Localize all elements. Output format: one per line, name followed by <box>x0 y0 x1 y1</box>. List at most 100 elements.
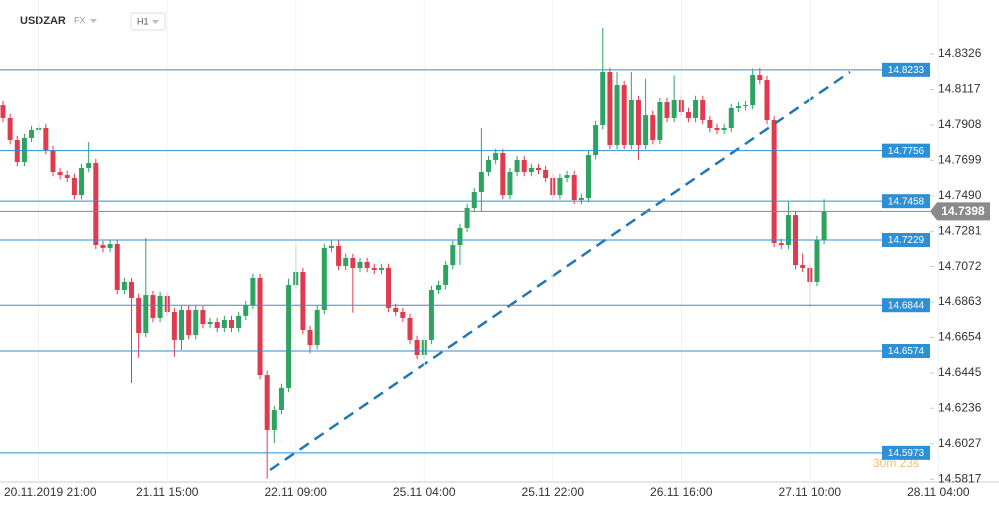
candle-body <box>364 262 370 268</box>
candle-body <box>821 211 827 240</box>
candle-body <box>57 172 63 176</box>
candle-body <box>321 247 327 310</box>
candle-body <box>328 245 334 248</box>
candle-body <box>778 243 784 246</box>
candle-body <box>236 315 242 328</box>
candle-body <box>528 167 534 173</box>
candle-body <box>21 137 27 163</box>
candle-body <box>500 153 506 196</box>
level-label: 14.7756 <box>888 146 925 157</box>
candle-body <box>493 153 499 160</box>
candle-body <box>71 177 77 196</box>
candle-body <box>543 169 549 178</box>
candle-body <box>436 285 442 290</box>
symbol-dropdown[interactable] <box>90 19 97 23</box>
candle-body <box>257 277 263 376</box>
candle-body <box>507 172 513 196</box>
candle-body <box>207 322 213 325</box>
candle-body <box>643 115 649 146</box>
y-tick-label: 14.7281 <box>938 223 982 237</box>
level-label: 14.6574 <box>888 346 925 357</box>
candle-body <box>607 72 613 146</box>
candle-body <box>650 115 656 140</box>
candle-body <box>764 79 770 120</box>
candle-body <box>386 267 392 308</box>
candle-body <box>478 172 484 193</box>
y-tick-label: 14.6027 <box>938 436 982 450</box>
y-tick-label: 14.6445 <box>938 365 982 379</box>
candle-body <box>700 99 706 120</box>
candle-body <box>635 99 641 146</box>
candle-body <box>757 75 763 80</box>
y-tick-label: 14.7490 <box>938 188 982 202</box>
candle-body <box>628 99 634 146</box>
x-tick-label: 21.11 15:00 <box>136 485 199 499</box>
candle-body <box>536 167 541 170</box>
candle-body <box>300 272 306 330</box>
candle-body <box>407 317 413 340</box>
level-label-box <box>882 298 930 313</box>
candle-body <box>243 305 249 316</box>
candle-body <box>743 105 749 107</box>
candle-body <box>443 265 449 286</box>
interval-dropdown[interactable] <box>152 20 159 24</box>
candle-body <box>671 99 677 118</box>
level-label: 14.8233 <box>888 65 925 76</box>
candle-body <box>614 85 620 146</box>
candle-body <box>107 244 113 248</box>
level-label-box <box>882 445 930 460</box>
candle-body <box>93 163 99 246</box>
level-label: 14.7458 <box>888 196 925 207</box>
y-tick-label: 14.7072 <box>938 259 982 273</box>
candle-body <box>114 244 120 290</box>
candle-body <box>514 159 520 173</box>
level-label-box <box>882 143 930 158</box>
candle-body <box>728 107 734 128</box>
candle-body <box>785 215 791 246</box>
x-tick-label: 25.11 22:00 <box>522 485 585 499</box>
candle-body <box>278 387 284 410</box>
candle-body <box>214 322 220 328</box>
candle-body <box>585 155 591 198</box>
symbol[interactable]: USDZAR <box>20 15 66 27</box>
candle-body <box>29 129 35 138</box>
candle-body <box>564 175 570 178</box>
y-tick-label: 14.5817 <box>938 471 982 485</box>
level-label: 14.7229 <box>888 235 925 246</box>
candle-body <box>143 295 149 334</box>
candle-body <box>79 167 85 196</box>
level-label-box <box>882 62 930 77</box>
interval[interactable]: H1 <box>137 16 149 26</box>
candle-body <box>357 262 363 268</box>
x-tick-label: 20.11.2019 21:00 <box>4 485 97 499</box>
x-tick-label: 27.11 10:00 <box>779 485 842 499</box>
level-label: 14.6844 <box>888 300 925 311</box>
candle-body <box>414 339 420 356</box>
y-tick-label: 14.6236 <box>938 400 982 414</box>
interval-box[interactable] <box>130 12 166 31</box>
candle-body <box>371 267 377 270</box>
candle-body <box>171 312 177 340</box>
candle-body <box>136 297 142 334</box>
candle-body <box>7 117 13 140</box>
candle-body <box>750 75 756 106</box>
candle-body <box>471 192 477 208</box>
candle-body <box>393 307 399 313</box>
candle-body <box>428 289 434 340</box>
candle-body <box>464 207 470 228</box>
candle-body <box>400 312 406 318</box>
candle-body <box>593 125 599 156</box>
candle-body <box>457 227 463 246</box>
last-price-label: 14.7398 <box>941 204 985 218</box>
candle-body <box>621 85 627 146</box>
candle-body <box>150 295 156 318</box>
candle-body <box>557 177 563 196</box>
candle-body <box>193 309 199 336</box>
candle-body <box>714 127 720 130</box>
candle-body <box>286 285 292 388</box>
candle-body <box>43 127 49 150</box>
y-tick-label: 14.7699 <box>938 152 982 166</box>
candle-body <box>600 72 606 126</box>
candle-body <box>336 245 342 266</box>
